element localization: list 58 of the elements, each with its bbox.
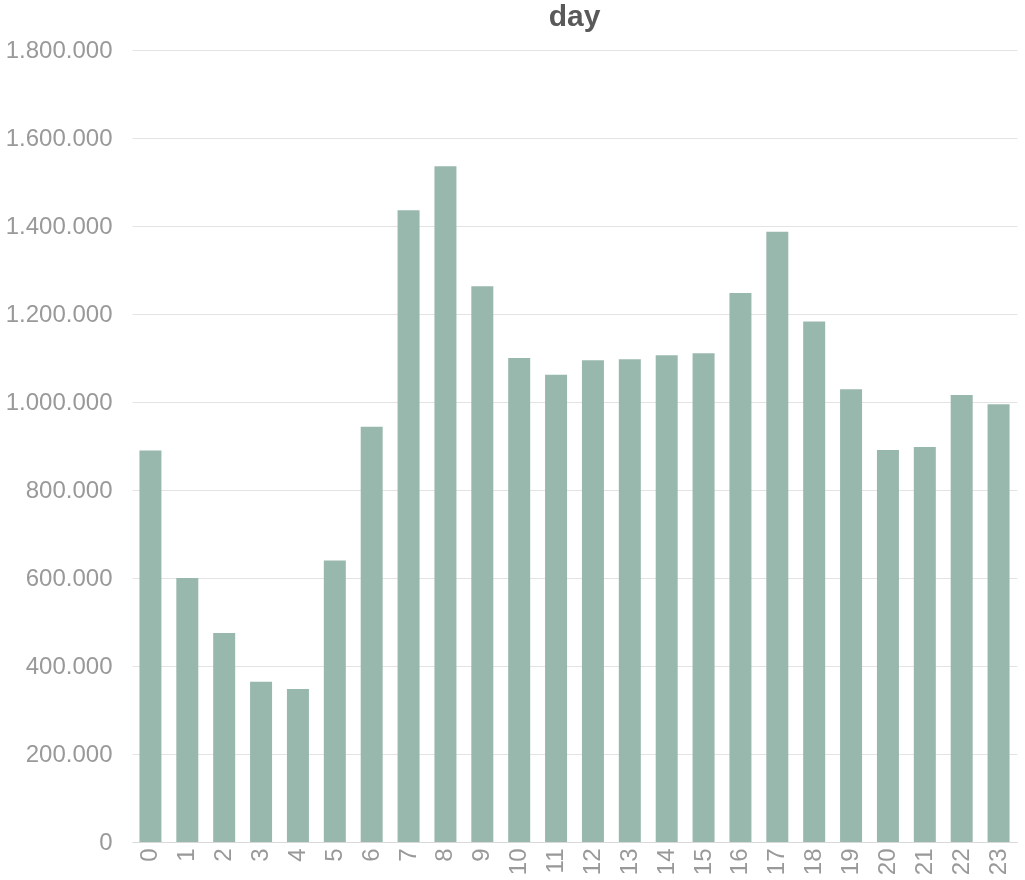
x-tick-label: 14 [651,848,679,876]
x-tick-label: 15 [688,848,716,876]
y-tick-label: 200.000 [25,739,113,767]
bar [434,166,457,842]
bar [213,633,236,842]
bar [176,578,199,842]
bar [987,404,1010,842]
bar [397,210,420,842]
x-tick-label: 4 [282,848,310,862]
y-tick-label: 1.600.000 [5,123,113,151]
bar [803,321,826,842]
x-tick-label: 2 [209,848,237,862]
x-tick-label: 20 [872,848,900,876]
bar [766,231,789,842]
bar [692,353,715,842]
bar [618,359,641,842]
bar [545,374,568,842]
y-tick-label: 1.400.000 [5,211,113,239]
bar [950,394,973,842]
x-tick-label: 16 [725,848,753,876]
bar [913,446,936,842]
bar [360,426,383,842]
x-tick-label: 10 [504,848,532,876]
x-tick-label: 0 [135,848,163,862]
bar [471,286,494,842]
x-tick-label: 9 [467,848,495,862]
x-tick-label: 1 [172,848,200,862]
bar [286,688,309,842]
x-tick-label: 8 [430,848,458,862]
bar [876,449,899,842]
x-tick-label: 13 [614,848,642,876]
x-tick-label: 22 [946,848,974,876]
bar [139,450,162,842]
x-tick-label: 17 [762,848,790,876]
x-tick-label: 3 [246,848,274,862]
x-tick-label: 19 [836,848,864,876]
x-tick-label: 5 [319,848,347,862]
y-tick-label: 1.000.000 [5,387,113,415]
y-tick-label: 600.000 [25,563,113,591]
chart-title: day [548,0,601,32]
x-tick-label: 11 [541,848,569,874]
bar [508,358,531,842]
x-tick-label: 23 [983,848,1011,876]
bar [581,360,604,842]
x-tick-label: 12 [577,848,605,876]
x-tick-label: 7 [393,848,421,862]
y-tick-label: 800.000 [25,475,113,503]
y-tick-label: 1.800.000 [5,35,113,63]
y-tick-label: 400.000 [25,651,113,679]
x-tick-label: 18 [799,848,827,876]
x-tick-label: 6 [356,848,384,862]
y-tick-label: 1.200.000 [5,299,113,327]
bar [840,389,863,842]
x-tick-label: 21 [909,848,937,876]
bar [655,355,678,842]
bar [250,681,273,842]
bar [729,292,752,842]
bar [323,560,346,842]
